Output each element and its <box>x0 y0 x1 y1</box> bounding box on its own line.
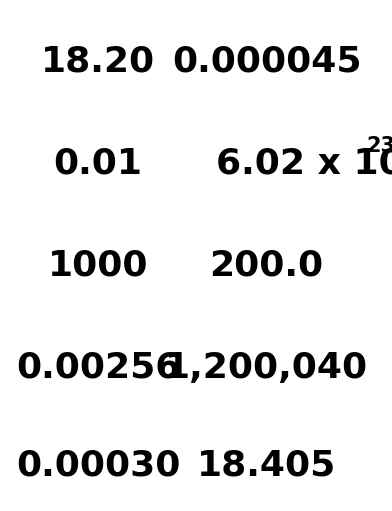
Text: 6.02 x 10: 6.02 x 10 <box>216 147 392 180</box>
Text: 18.20: 18.20 <box>41 44 155 78</box>
Text: 0.000045: 0.000045 <box>172 44 361 78</box>
Text: 200.0: 200.0 <box>209 249 324 283</box>
Text: 23: 23 <box>367 135 392 156</box>
Text: 0.00030: 0.00030 <box>16 448 180 482</box>
Text: 18.405: 18.405 <box>197 448 336 482</box>
Text: 0.01: 0.01 <box>53 147 143 180</box>
Text: 0.00256: 0.00256 <box>16 351 180 385</box>
Text: 1000: 1000 <box>48 249 148 283</box>
Text: 1,200,040: 1,200,040 <box>165 351 368 385</box>
